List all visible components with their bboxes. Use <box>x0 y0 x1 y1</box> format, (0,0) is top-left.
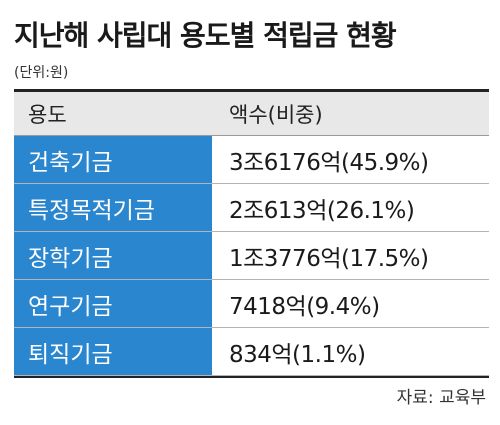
table-row: 장학기금 1조3776억(17.5%) <box>14 232 489 280</box>
table-row: 특정목적기금 2조613억(26.1%) <box>14 184 489 232</box>
table-row: 연구기금 7418억(9.4%) <box>14 280 489 328</box>
table-row: 건축기금 3조6176억(45.9%) <box>14 136 489 184</box>
category-cell: 연구기금 <box>14 280 212 327</box>
category-cell: 특정목적기금 <box>14 184 212 231</box>
fund-table: 용도 액수(비중) 건축기금 3조6176억(45.9%) 특정목적기금 2조6… <box>14 89 489 378</box>
table-top-rule <box>14 89 489 92</box>
header-amount: 액수(비중) <box>229 102 323 127</box>
category-cell: 건축기금 <box>14 136 212 183</box>
amount-cell: 1조3776억(17.5%) <box>229 245 429 272</box>
amount-cell: 834억(1.1%) <box>229 341 366 368</box>
amount-cell: 3조6176억(45.9%) <box>229 149 429 176</box>
chart-title: 지난해 사립대 용도별 적립금 현황 <box>14 19 397 52</box>
table-bottom-rule <box>14 376 489 378</box>
category-cell: 퇴직기금 <box>14 328 212 375</box>
category-cell: 장학기금 <box>14 232 212 279</box>
source-note: 자료: 교육부 <box>396 388 486 408</box>
table-row: 퇴직기금 834억(1.1%) <box>14 328 489 376</box>
unit-label: (단위:원) <box>14 65 69 81</box>
table-header-row: 용도 액수(비중) <box>14 92 489 136</box>
amount-cell: 7418억(9.4%) <box>229 293 380 320</box>
header-category: 용도 <box>28 102 67 127</box>
amount-cell: 2조613억(26.1%) <box>229 197 415 224</box>
